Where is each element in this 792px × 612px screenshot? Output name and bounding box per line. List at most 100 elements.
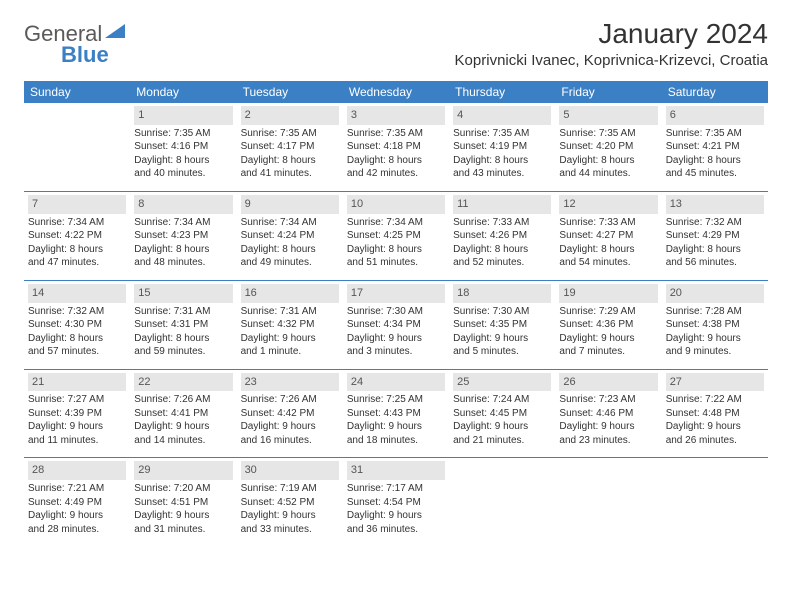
daylight-text: and 36 minutes. (347, 523, 445, 537)
calendar-day-cell: 14Sunrise: 7:32 AMSunset: 4:30 PMDayligh… (24, 280, 130, 369)
daylight-text: Daylight: 9 hours (134, 420, 232, 434)
sunset-text: Sunset: 4:46 PM (559, 407, 657, 421)
daylight-text: and 56 minutes. (666, 256, 764, 270)
daylight-text: Daylight: 8 hours (559, 154, 657, 168)
daylight-text: and 31 minutes. (134, 523, 232, 537)
daylight-text: and 23 minutes. (559, 434, 657, 448)
sunset-text: Sunset: 4:35 PM (453, 318, 551, 332)
day-number: 14 (28, 284, 126, 303)
sunrise-text: Sunrise: 7:33 AM (559, 216, 657, 230)
sunrise-text: Sunrise: 7:25 AM (347, 393, 445, 407)
sunset-text: Sunset: 4:22 PM (28, 229, 126, 243)
calendar-day-cell: 7Sunrise: 7:34 AMSunset: 4:22 PMDaylight… (24, 191, 130, 280)
sunset-text: Sunset: 4:26 PM (453, 229, 551, 243)
calendar-week-row: 14Sunrise: 7:32 AMSunset: 4:30 PMDayligh… (24, 280, 768, 369)
daylight-text: and 41 minutes. (241, 167, 339, 181)
sunrise-text: Sunrise: 7:26 AM (134, 393, 232, 407)
daylight-text: Daylight: 8 hours (666, 243, 764, 257)
calendar-day-cell: 11Sunrise: 7:33 AMSunset: 4:26 PMDayligh… (449, 191, 555, 280)
sunset-text: Sunset: 4:18 PM (347, 140, 445, 154)
sunset-text: Sunset: 4:32 PM (241, 318, 339, 332)
calendar-day-cell: 18Sunrise: 7:30 AMSunset: 4:35 PMDayligh… (449, 280, 555, 369)
day-number: 2 (241, 106, 339, 125)
sunset-text: Sunset: 4:16 PM (134, 140, 232, 154)
sunrise-text: Sunrise: 7:19 AM (241, 482, 339, 496)
sunset-text: Sunset: 4:51 PM (134, 496, 232, 510)
month-title: January 2024 (455, 18, 768, 50)
daylight-text: Daylight: 9 hours (453, 420, 551, 434)
calendar-day-cell: 2Sunrise: 7:35 AMSunset: 4:17 PMDaylight… (237, 103, 343, 191)
day-number: 20 (666, 284, 764, 303)
daylight-text: and 52 minutes. (453, 256, 551, 270)
title-block: January 2024 Koprivnicki Ivanec, Koprivn… (455, 18, 768, 69)
daylight-text: and 40 minutes. (134, 167, 232, 181)
day-number: 21 (28, 373, 126, 392)
daylight-text: Daylight: 8 hours (453, 243, 551, 257)
weekday-header: Saturday (662, 81, 768, 103)
calendar-day-cell: . (24, 103, 130, 191)
daylight-text: and 9 minutes. (666, 345, 764, 359)
logo-triangle-icon (105, 18, 125, 44)
daylight-text: and 28 minutes. (28, 523, 126, 537)
daylight-text: and 14 minutes. (134, 434, 232, 448)
calendar-day-cell: 30Sunrise: 7:19 AMSunset: 4:52 PMDayligh… (237, 458, 343, 546)
calendar-day-cell: 6Sunrise: 7:35 AMSunset: 4:21 PMDaylight… (662, 103, 768, 191)
daylight-text: and 21 minutes. (453, 434, 551, 448)
day-number: 5 (559, 106, 657, 125)
daylight-text: Daylight: 9 hours (347, 420, 445, 434)
calendar-day-cell: . (449, 458, 555, 546)
daylight-text: Daylight: 8 hours (347, 243, 445, 257)
sunrise-text: Sunrise: 7:22 AM (666, 393, 764, 407)
day-number: 6 (666, 106, 764, 125)
sunrise-text: Sunrise: 7:35 AM (241, 127, 339, 141)
daylight-text: and 47 minutes. (28, 256, 126, 270)
sunrise-text: Sunrise: 7:31 AM (241, 305, 339, 319)
calendar-week-row: 28Sunrise: 7:21 AMSunset: 4:49 PMDayligh… (24, 458, 768, 546)
day-number: 26 (559, 373, 657, 392)
daylight-text: Daylight: 9 hours (241, 420, 339, 434)
weekday-header: Monday (130, 81, 236, 103)
daylight-text: Daylight: 9 hours (666, 332, 764, 346)
sunset-text: Sunset: 4:45 PM (453, 407, 551, 421)
daylight-text: and 5 minutes. (453, 345, 551, 359)
daylight-text: and 26 minutes. (666, 434, 764, 448)
sunset-text: Sunset: 4:29 PM (666, 229, 764, 243)
sunset-text: Sunset: 4:48 PM (666, 407, 764, 421)
sunset-text: Sunset: 4:24 PM (241, 229, 339, 243)
daylight-text: Daylight: 8 hours (559, 243, 657, 257)
calendar-day-cell: 25Sunrise: 7:24 AMSunset: 4:45 PMDayligh… (449, 369, 555, 458)
daylight-text: Daylight: 8 hours (134, 243, 232, 257)
sunset-text: Sunset: 4:19 PM (453, 140, 551, 154)
sunrise-text: Sunrise: 7:30 AM (347, 305, 445, 319)
daylight-text: and 7 minutes. (559, 345, 657, 359)
daylight-text: Daylight: 8 hours (666, 154, 764, 168)
calendar-day-cell: 8Sunrise: 7:34 AMSunset: 4:23 PMDaylight… (130, 191, 236, 280)
sunrise-text: Sunrise: 7:34 AM (134, 216, 232, 230)
sunset-text: Sunset: 4:49 PM (28, 496, 126, 510)
daylight-text: and 48 minutes. (134, 256, 232, 270)
daylight-text: and 59 minutes. (134, 345, 232, 359)
calendar-week-row: .1Sunrise: 7:35 AMSunset: 4:16 PMDayligh… (24, 103, 768, 191)
sunrise-text: Sunrise: 7:35 AM (666, 127, 764, 141)
sunrise-text: Sunrise: 7:24 AM (453, 393, 551, 407)
sunset-text: Sunset: 4:30 PM (28, 318, 126, 332)
sunrise-text: Sunrise: 7:21 AM (28, 482, 126, 496)
daylight-text: Daylight: 8 hours (28, 332, 126, 346)
day-number: 19 (559, 284, 657, 303)
sunrise-text: Sunrise: 7:35 AM (347, 127, 445, 141)
daylight-text: and 45 minutes. (666, 167, 764, 181)
calendar-day-cell: 21Sunrise: 7:27 AMSunset: 4:39 PMDayligh… (24, 369, 130, 458)
day-number: 23 (241, 373, 339, 392)
daylight-text: Daylight: 8 hours (241, 243, 339, 257)
sunset-text: Sunset: 4:38 PM (666, 318, 764, 332)
calendar-day-cell: 19Sunrise: 7:29 AMSunset: 4:36 PMDayligh… (555, 280, 661, 369)
sunrise-text: Sunrise: 7:27 AM (28, 393, 126, 407)
day-number: 25 (453, 373, 551, 392)
calendar-day-cell: 3Sunrise: 7:35 AMSunset: 4:18 PMDaylight… (343, 103, 449, 191)
sunrise-text: Sunrise: 7:33 AM (453, 216, 551, 230)
day-number: 17 (347, 284, 445, 303)
sunset-text: Sunset: 4:42 PM (241, 407, 339, 421)
daylight-text: and 1 minute. (241, 345, 339, 359)
sunrise-text: Sunrise: 7:35 AM (559, 127, 657, 141)
sunrise-text: Sunrise: 7:29 AM (559, 305, 657, 319)
